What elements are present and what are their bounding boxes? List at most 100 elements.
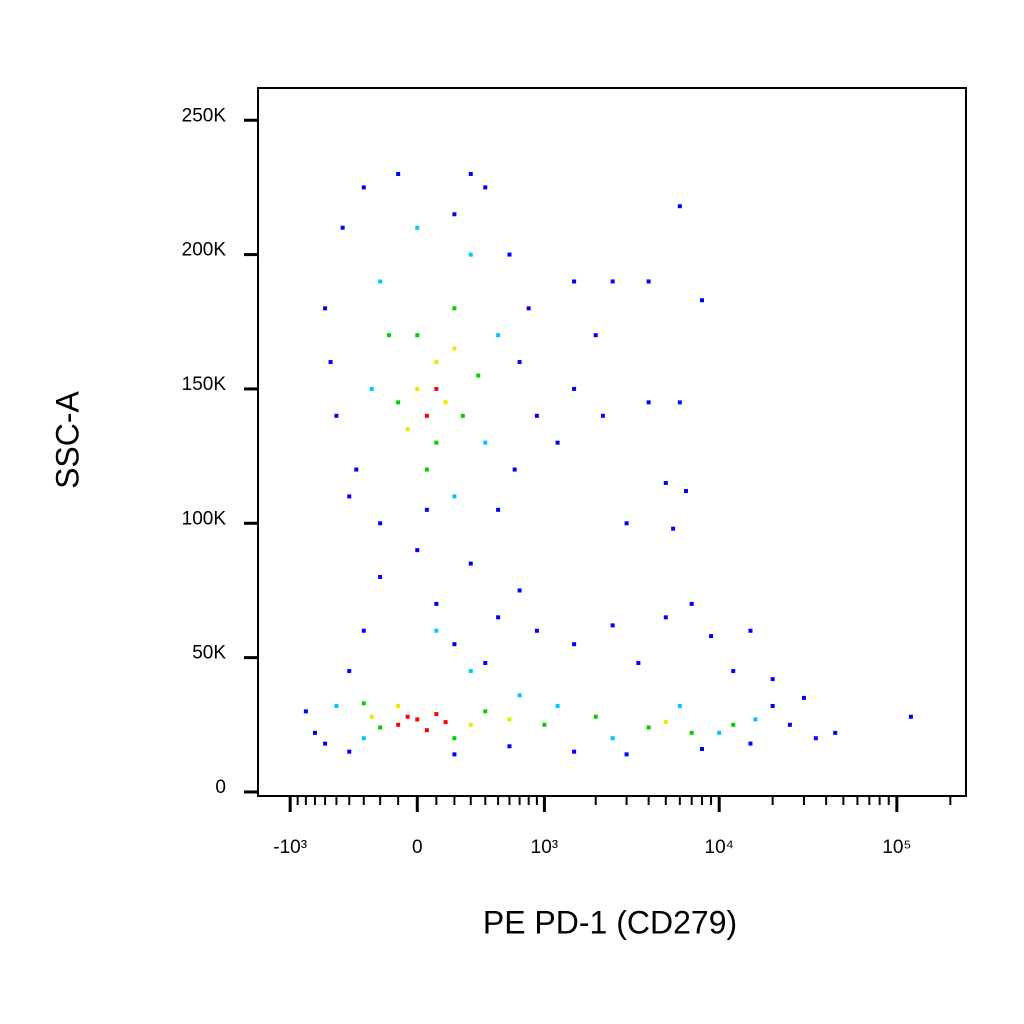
- point: [323, 306, 328, 311]
- point: [434, 628, 439, 633]
- point: [361, 628, 366, 633]
- point: [593, 333, 598, 338]
- point: [731, 722, 736, 727]
- point: [572, 642, 577, 647]
- point: [340, 225, 345, 230]
- point: [610, 279, 615, 284]
- point: [312, 730, 317, 735]
- point: [396, 703, 401, 708]
- point: [452, 642, 457, 647]
- point: [517, 360, 522, 365]
- point: [624, 752, 629, 757]
- point: [610, 736, 615, 741]
- point: [378, 521, 383, 526]
- point: [378, 725, 383, 730]
- point: [646, 400, 651, 405]
- point: [468, 171, 473, 176]
- point: [415, 717, 420, 722]
- point: [555, 703, 560, 708]
- point: [801, 695, 806, 700]
- point: [572, 279, 577, 284]
- point: [434, 440, 439, 445]
- y-tick-label: 0: [215, 777, 226, 798]
- point: [452, 212, 457, 217]
- point: [347, 494, 352, 499]
- point: [424, 728, 429, 733]
- point: [460, 413, 465, 418]
- point: [334, 703, 339, 708]
- point: [572, 749, 577, 754]
- point: [323, 741, 328, 746]
- point: [663, 720, 668, 725]
- point: [378, 575, 383, 580]
- point: [483, 709, 488, 714]
- point: [347, 669, 352, 674]
- point: [452, 736, 457, 741]
- point: [424, 467, 429, 472]
- point: [542, 722, 547, 727]
- point: [468, 669, 473, 674]
- point: [699, 746, 704, 751]
- point: [496, 615, 501, 620]
- point: [405, 427, 410, 432]
- point: [646, 279, 651, 284]
- point: [507, 744, 512, 749]
- point: [677, 703, 682, 708]
- y-tick-label: 50K: [192, 643, 226, 664]
- point: [434, 712, 439, 717]
- point: [452, 752, 457, 757]
- point: [415, 386, 420, 391]
- point: [452, 346, 457, 351]
- point: [636, 660, 641, 665]
- y-tick-label: 250K: [182, 105, 227, 126]
- point: [610, 623, 615, 628]
- point: [699, 298, 704, 303]
- point: [600, 413, 605, 418]
- point: [689, 730, 694, 735]
- point: [483, 660, 488, 665]
- point: [303, 709, 308, 714]
- point: [483, 185, 488, 190]
- point: [443, 720, 448, 725]
- point: [572, 386, 577, 391]
- point: [483, 440, 488, 445]
- y-axis-title: SSC-A: [49, 390, 85, 488]
- point: [443, 400, 448, 405]
- point: [361, 701, 366, 706]
- point: [354, 467, 359, 472]
- point: [677, 204, 682, 209]
- point: [424, 413, 429, 418]
- point: [770, 677, 775, 682]
- point: [476, 373, 481, 378]
- point: [496, 507, 501, 512]
- point: [415, 548, 420, 553]
- x-tick-label: 0: [412, 837, 423, 858]
- point: [334, 413, 339, 418]
- point: [534, 413, 539, 418]
- point: [813, 736, 818, 741]
- point: [683, 489, 688, 494]
- point: [517, 588, 522, 593]
- point: [369, 386, 374, 391]
- point: [434, 601, 439, 606]
- point: [452, 306, 457, 311]
- point: [347, 749, 352, 754]
- plot-frame: [257, 87, 967, 797]
- point: [512, 467, 517, 472]
- point: [787, 722, 792, 727]
- point: [748, 741, 753, 746]
- point: [369, 714, 374, 719]
- x-tick-label: -10³: [273, 837, 307, 858]
- y-tick-label: 100K: [182, 508, 227, 529]
- x-axis-title: PE PD-1 (CD279): [483, 904, 737, 940]
- point: [396, 171, 401, 176]
- point: [663, 615, 668, 620]
- point: [468, 722, 473, 727]
- point: [624, 521, 629, 526]
- point: [534, 628, 539, 633]
- point: [396, 400, 401, 405]
- point: [507, 717, 512, 722]
- y-tick-label: 150K: [182, 374, 227, 395]
